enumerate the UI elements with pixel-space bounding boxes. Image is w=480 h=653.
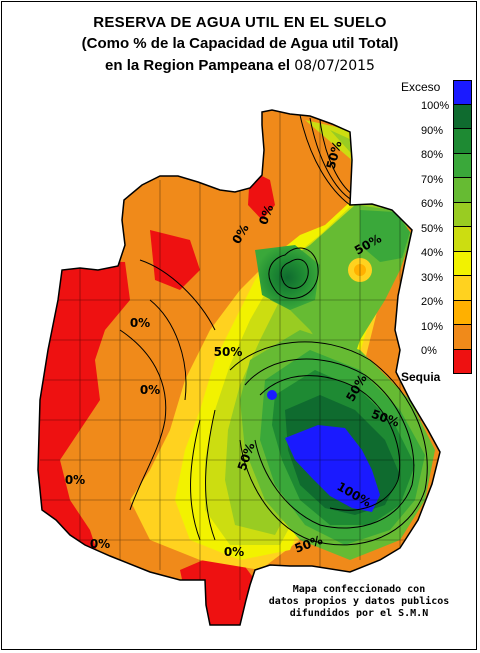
legend-swatch xyxy=(453,129,472,154)
legend-swatch xyxy=(453,104,472,129)
legend-label: 70% xyxy=(421,173,444,186)
credit-line-2: datos propios y datos publicos xyxy=(268,596,450,607)
legend-label: 80% xyxy=(421,149,444,161)
legend-label: 30% xyxy=(421,271,444,284)
contour-label: 50% xyxy=(214,345,243,359)
legend-label: 90% xyxy=(421,124,444,137)
credit-line-3: difundidos por el S.M.N xyxy=(289,608,429,619)
county-borders xyxy=(40,110,440,600)
legend-label: 0% xyxy=(421,345,437,357)
legend-swatch xyxy=(453,178,472,203)
legend-swatch xyxy=(453,251,472,276)
legend-label: 10% xyxy=(421,320,444,333)
legend-exceso-label: Exceso xyxy=(401,80,441,94)
legend-swatch xyxy=(453,80,472,105)
legend-sequia-label: Sequia xyxy=(401,370,441,384)
legend: Exceso Sequia 100% 90% 80% 70% 60% 50% 40% 30% 2… xyxy=(395,76,480,386)
title-line-2: (Como % de la Capacidad de Agua util Tot… xyxy=(81,35,399,52)
title-line-1: RESERVA DE AGUA UTIL EN EL SUELO xyxy=(93,14,387,31)
contour-label: 0% xyxy=(256,203,276,227)
region-outline xyxy=(37,109,441,626)
credit-line-1: Mapa confeccionado con xyxy=(292,584,426,595)
legend-label: 50% xyxy=(421,222,444,235)
contour-label: 0% xyxy=(130,316,150,330)
contour-lines xyxy=(119,114,428,546)
legend-swatch xyxy=(453,227,472,252)
legend-swatch xyxy=(453,300,472,325)
legend-swatch xyxy=(453,349,472,374)
legend-label: 100% xyxy=(421,100,450,112)
map-date: 08/07/2015 xyxy=(294,58,375,74)
legend-swatch xyxy=(453,276,472,301)
map-credit: Mapa confeccionado con datos propios y d… xyxy=(244,584,474,620)
title-line-3: en la Region Pampeana el 08/07/2015 xyxy=(0,57,480,75)
contour-label: 0% xyxy=(90,537,110,551)
contour-label: 0% xyxy=(140,383,160,397)
legend-label: 20% xyxy=(421,296,444,308)
contour-label: 0% xyxy=(65,473,85,487)
legend-label: 60% xyxy=(421,198,444,210)
contour-label: 0% xyxy=(224,545,244,559)
title-line-3-prefix: en la Region Pampeana el xyxy=(105,57,291,74)
legend-swatch xyxy=(453,153,472,178)
legend-swatch xyxy=(453,202,472,227)
legend-label: 40% xyxy=(421,247,444,259)
legend-swatch xyxy=(453,325,472,350)
